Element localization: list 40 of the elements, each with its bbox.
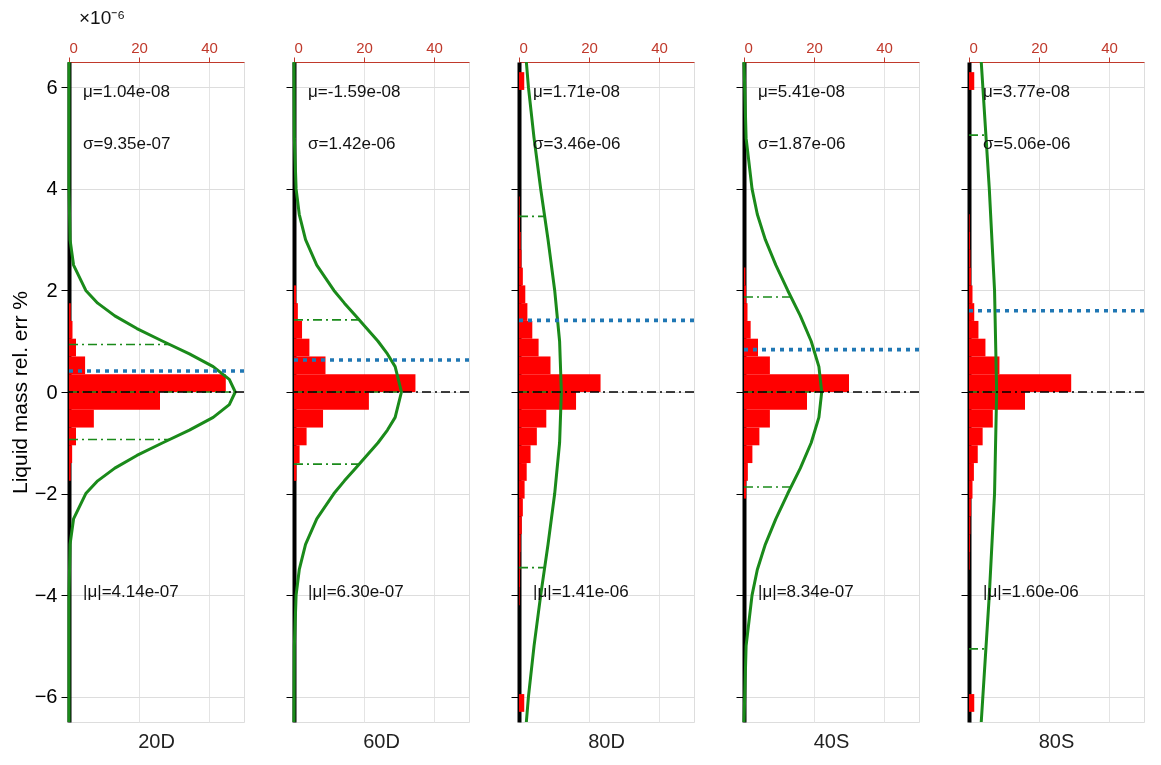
annotation: σ=1.87e-06 <box>758 134 846 153</box>
x-tick-label: 20 <box>1031 38 1048 56</box>
x-axis-title: 40S <box>813 730 850 752</box>
x-tick-label: 40 <box>201 38 218 56</box>
x-axis-title: 80D <box>588 730 625 752</box>
x-tick-label: 20 <box>806 38 823 56</box>
x-tick-label: 20 <box>356 38 373 56</box>
annotation: σ=1.42e-06 <box>308 134 396 153</box>
y-axis-title: Liquid mass rel. err % <box>7 290 31 495</box>
x-tick-label: 0 <box>969 38 978 56</box>
x-tick-label: 0 <box>294 38 303 56</box>
x-tick-label: 40 <box>1101 38 1118 56</box>
y-tick-label: 4 <box>46 177 58 200</box>
annotation: μ=5.41e-08 <box>758 82 845 101</box>
annotation: μ=3.77e-08 <box>983 82 1070 101</box>
annotation: σ=9.35e-07 <box>83 134 171 153</box>
y-tick-label: −4 <box>34 583 58 606</box>
annotation: |μ|=8.34e-07 <box>758 582 854 601</box>
x-tick-label: 40 <box>876 38 893 56</box>
x-tick-label: 0 <box>519 38 528 56</box>
x-tick-label: 40 <box>426 38 443 56</box>
x-tick-label: 0 <box>69 38 78 56</box>
y-tick-label: 6 <box>46 75 58 98</box>
y-tick-label: −6 <box>34 685 58 708</box>
x-axis-title: 20D <box>138 730 175 752</box>
annotation: μ=-1.59e-08 <box>308 82 401 101</box>
annotation: |μ|=4.14e-07 <box>83 582 179 601</box>
text: ×10⁻⁶ <box>79 7 126 28</box>
y-tick-label: −2 <box>34 482 58 505</box>
y-tick-label: 2 <box>46 278 58 301</box>
x-axis-title: 80S <box>1038 730 1075 752</box>
annotation: |μ|=6.30e-07 <box>308 582 404 601</box>
annotation: μ=1.04e-08 <box>83 82 170 101</box>
x-tick-label: 20 <box>131 38 148 56</box>
x-tick-label: 20 <box>581 38 598 56</box>
y-tick-label: 0 <box>46 380 58 403</box>
x-tick-label: 0 <box>744 38 753 56</box>
x-tick-label: 40 <box>651 38 668 56</box>
x-axis-title: 60D <box>363 730 400 752</box>
annotation: μ=1.71e-08 <box>533 82 620 101</box>
